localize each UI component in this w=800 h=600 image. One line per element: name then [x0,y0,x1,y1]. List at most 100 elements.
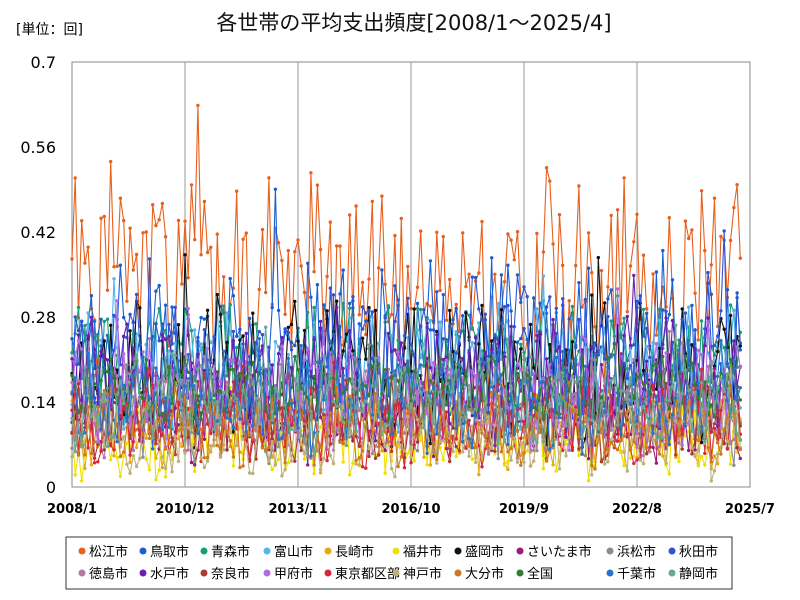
data-point [728,441,733,446]
data-point [251,382,255,386]
data-point [480,318,484,322]
data-point [651,431,655,435]
legend-label: 奈良市 [211,566,250,582]
data-point [703,463,707,467]
data-point [377,445,381,449]
data-point [693,437,697,441]
data-point [622,316,626,320]
data-point [706,320,710,324]
data-point [603,376,607,381]
data-point [144,408,148,412]
data-point [315,431,320,436]
data-point [251,471,255,476]
data-point [180,434,184,438]
data-point [699,440,704,445]
data-point [167,425,171,429]
data-point [296,339,300,343]
data-point [651,438,655,442]
data-point [557,213,562,217]
data-point [170,401,174,406]
data-point [428,441,433,446]
data-point [716,386,720,390]
data-point [360,409,365,413]
data-point [693,383,697,387]
data-point [425,463,429,467]
data-point [502,439,507,444]
data-point [467,437,471,441]
data-point [444,403,449,407]
data-point [599,350,604,354]
data-point [499,357,504,361]
data-point [173,341,177,345]
data-point [80,479,84,483]
data-point [160,374,165,378]
data-point [444,318,449,322]
data-point [622,334,626,338]
data-point [267,416,271,420]
data-point [293,299,297,304]
data-point [464,446,468,450]
data-point [738,256,742,260]
data-point [674,396,678,400]
data-point [561,263,565,268]
data-point [112,435,116,439]
data-point [680,432,684,436]
data-point [457,341,462,346]
data-point [70,351,74,355]
data-point [525,373,529,377]
data-point [706,385,710,389]
data-point [664,316,668,320]
data-point [515,340,520,344]
data-point [687,338,691,343]
data-point [209,360,213,365]
data-point [719,376,723,381]
data-point [312,463,316,467]
data-point [574,409,578,413]
data-point [490,347,494,352]
data-point [167,365,171,369]
data-point [280,258,284,263]
data-point [128,389,132,394]
data-point [406,451,410,456]
data-point [299,343,303,348]
data-point [670,278,675,282]
data-point [680,317,684,322]
data-point [402,362,407,366]
data-point [648,355,652,360]
x-tick-label: 2025/7 [725,502,775,517]
data-point [709,361,713,366]
legend-label: 大分市 [465,566,504,582]
data-point [89,451,94,456]
data-point [532,397,536,401]
data-point [706,407,710,412]
data-point [302,411,307,415]
data-point [712,353,717,357]
data-point [370,413,374,417]
data-point [70,446,74,450]
data-point [577,375,581,380]
data-point [593,467,597,471]
data-point [360,280,365,285]
data-point [680,307,684,311]
data-point [415,440,420,444]
data-point [735,432,739,436]
data-point [480,465,484,469]
data-point [354,462,358,466]
data-point [364,411,368,415]
data-point [276,445,281,449]
data-point [328,286,332,290]
data-point [189,361,194,365]
data-point [428,259,433,263]
data-point [635,458,639,462]
data-point [454,362,458,367]
data-point [231,430,236,434]
data-point [193,469,197,474]
data-point [599,460,604,464]
data-point [561,349,565,354]
data-point [554,355,558,360]
data-point [92,418,97,422]
data-point [370,364,374,368]
data-point [480,219,484,224]
data-point [235,345,239,350]
data-point [163,379,168,384]
